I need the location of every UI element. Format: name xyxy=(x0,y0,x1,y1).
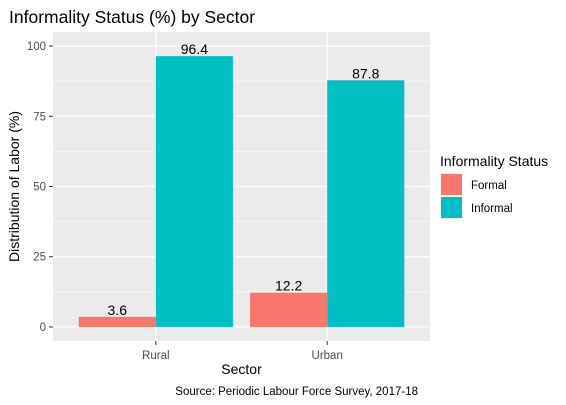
legend-key-formal xyxy=(441,174,462,195)
bar-formal-urban xyxy=(250,292,328,327)
legend: Informality Status Formal Informal xyxy=(440,153,548,219)
bars xyxy=(78,56,405,327)
bar-labels: 3.6 12.2 96.4 87.8 xyxy=(108,41,380,318)
y-tick-label: 25 xyxy=(33,252,46,264)
chart-caption: Source: Periodic Labour Force Survey, 20… xyxy=(175,386,418,398)
x-tick-label: Urban xyxy=(312,350,343,362)
bar-data-label: 87.8 xyxy=(352,65,379,81)
chart-title: Informality Status (%) by Sector xyxy=(9,7,255,27)
legend-key-informal xyxy=(441,197,462,218)
legend-label: Informal xyxy=(471,203,513,215)
bar-data-label: 3.6 xyxy=(108,302,128,318)
bar-data-label: 12.2 xyxy=(275,278,302,294)
y-tick-label: 0 xyxy=(40,322,46,334)
bar-formal-rural xyxy=(78,316,156,327)
y-tick-label: 50 xyxy=(33,182,46,194)
y-axis-title: Distribution of Labor (%) xyxy=(6,111,22,262)
bar-informal-rural xyxy=(155,56,233,327)
bar-data-label: 96.4 xyxy=(181,41,208,57)
y-axis: 0 25 50 75 100 xyxy=(27,41,53,334)
x-tick-label: Rural xyxy=(142,350,169,362)
y-tick-label: 100 xyxy=(27,41,46,53)
x-axis: Rural Urban xyxy=(142,341,343,362)
legend-title: Informality Status xyxy=(440,153,548,169)
legend-label: Formal xyxy=(471,180,507,192)
y-tick-label: 75 xyxy=(33,111,46,123)
bar-informal-urban xyxy=(327,80,405,327)
x-axis-title: Sector xyxy=(221,361,262,377)
